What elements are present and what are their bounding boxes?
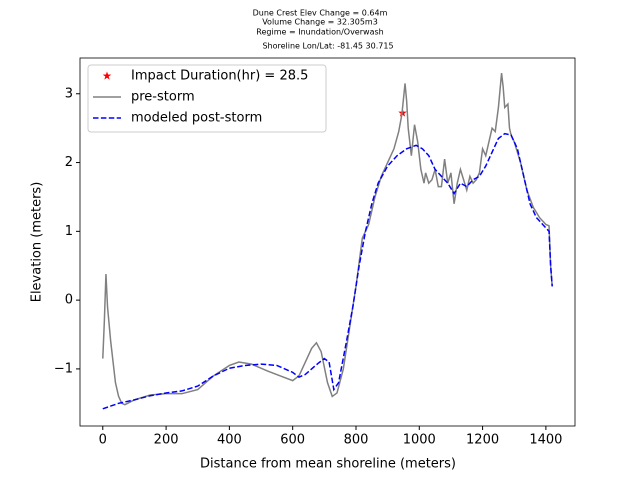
y-tick-label: 1 xyxy=(65,224,73,239)
y-tick-label: −1 xyxy=(54,361,73,376)
series-line xyxy=(102,73,553,406)
x-tick-label: 800 xyxy=(344,433,369,448)
y-tick-label: 3 xyxy=(65,86,73,101)
chart-title: Regime = Inundation/Overwash xyxy=(256,28,383,37)
legend-label: modeled post-storm xyxy=(131,111,262,126)
legend-label: Impact Duration(hr) = 28.5 xyxy=(131,69,308,84)
chart-title: Volume Change = 32.305m3 xyxy=(262,18,378,27)
legend-marker xyxy=(102,71,112,80)
x-axis-label: Distance from mean shoreline (meters) xyxy=(200,457,456,472)
y-tick-label: 2 xyxy=(65,155,73,170)
plot-frame xyxy=(79,57,576,427)
x-tick-label: 400 xyxy=(217,433,242,448)
y-axis-label: Elevation (meters) xyxy=(30,182,45,303)
x-tick-label: 200 xyxy=(154,433,179,448)
legend-box xyxy=(87,64,327,133)
x-tick-label: 1000 xyxy=(403,433,436,448)
x-tick-label: 1400 xyxy=(529,433,562,448)
x-tick-label: 1200 xyxy=(466,433,499,448)
series-line xyxy=(102,132,553,410)
chart-title: Shoreline Lon/Lat: -81.45 30.715 xyxy=(262,42,393,51)
legend-label: pre-storm xyxy=(131,90,195,105)
x-tick-label: 0 xyxy=(99,433,107,448)
chart-title: Dune Crest Elev Change = 0.64m xyxy=(253,9,388,18)
x-tick-label: 600 xyxy=(280,433,305,448)
y-tick-label: 0 xyxy=(65,293,73,308)
